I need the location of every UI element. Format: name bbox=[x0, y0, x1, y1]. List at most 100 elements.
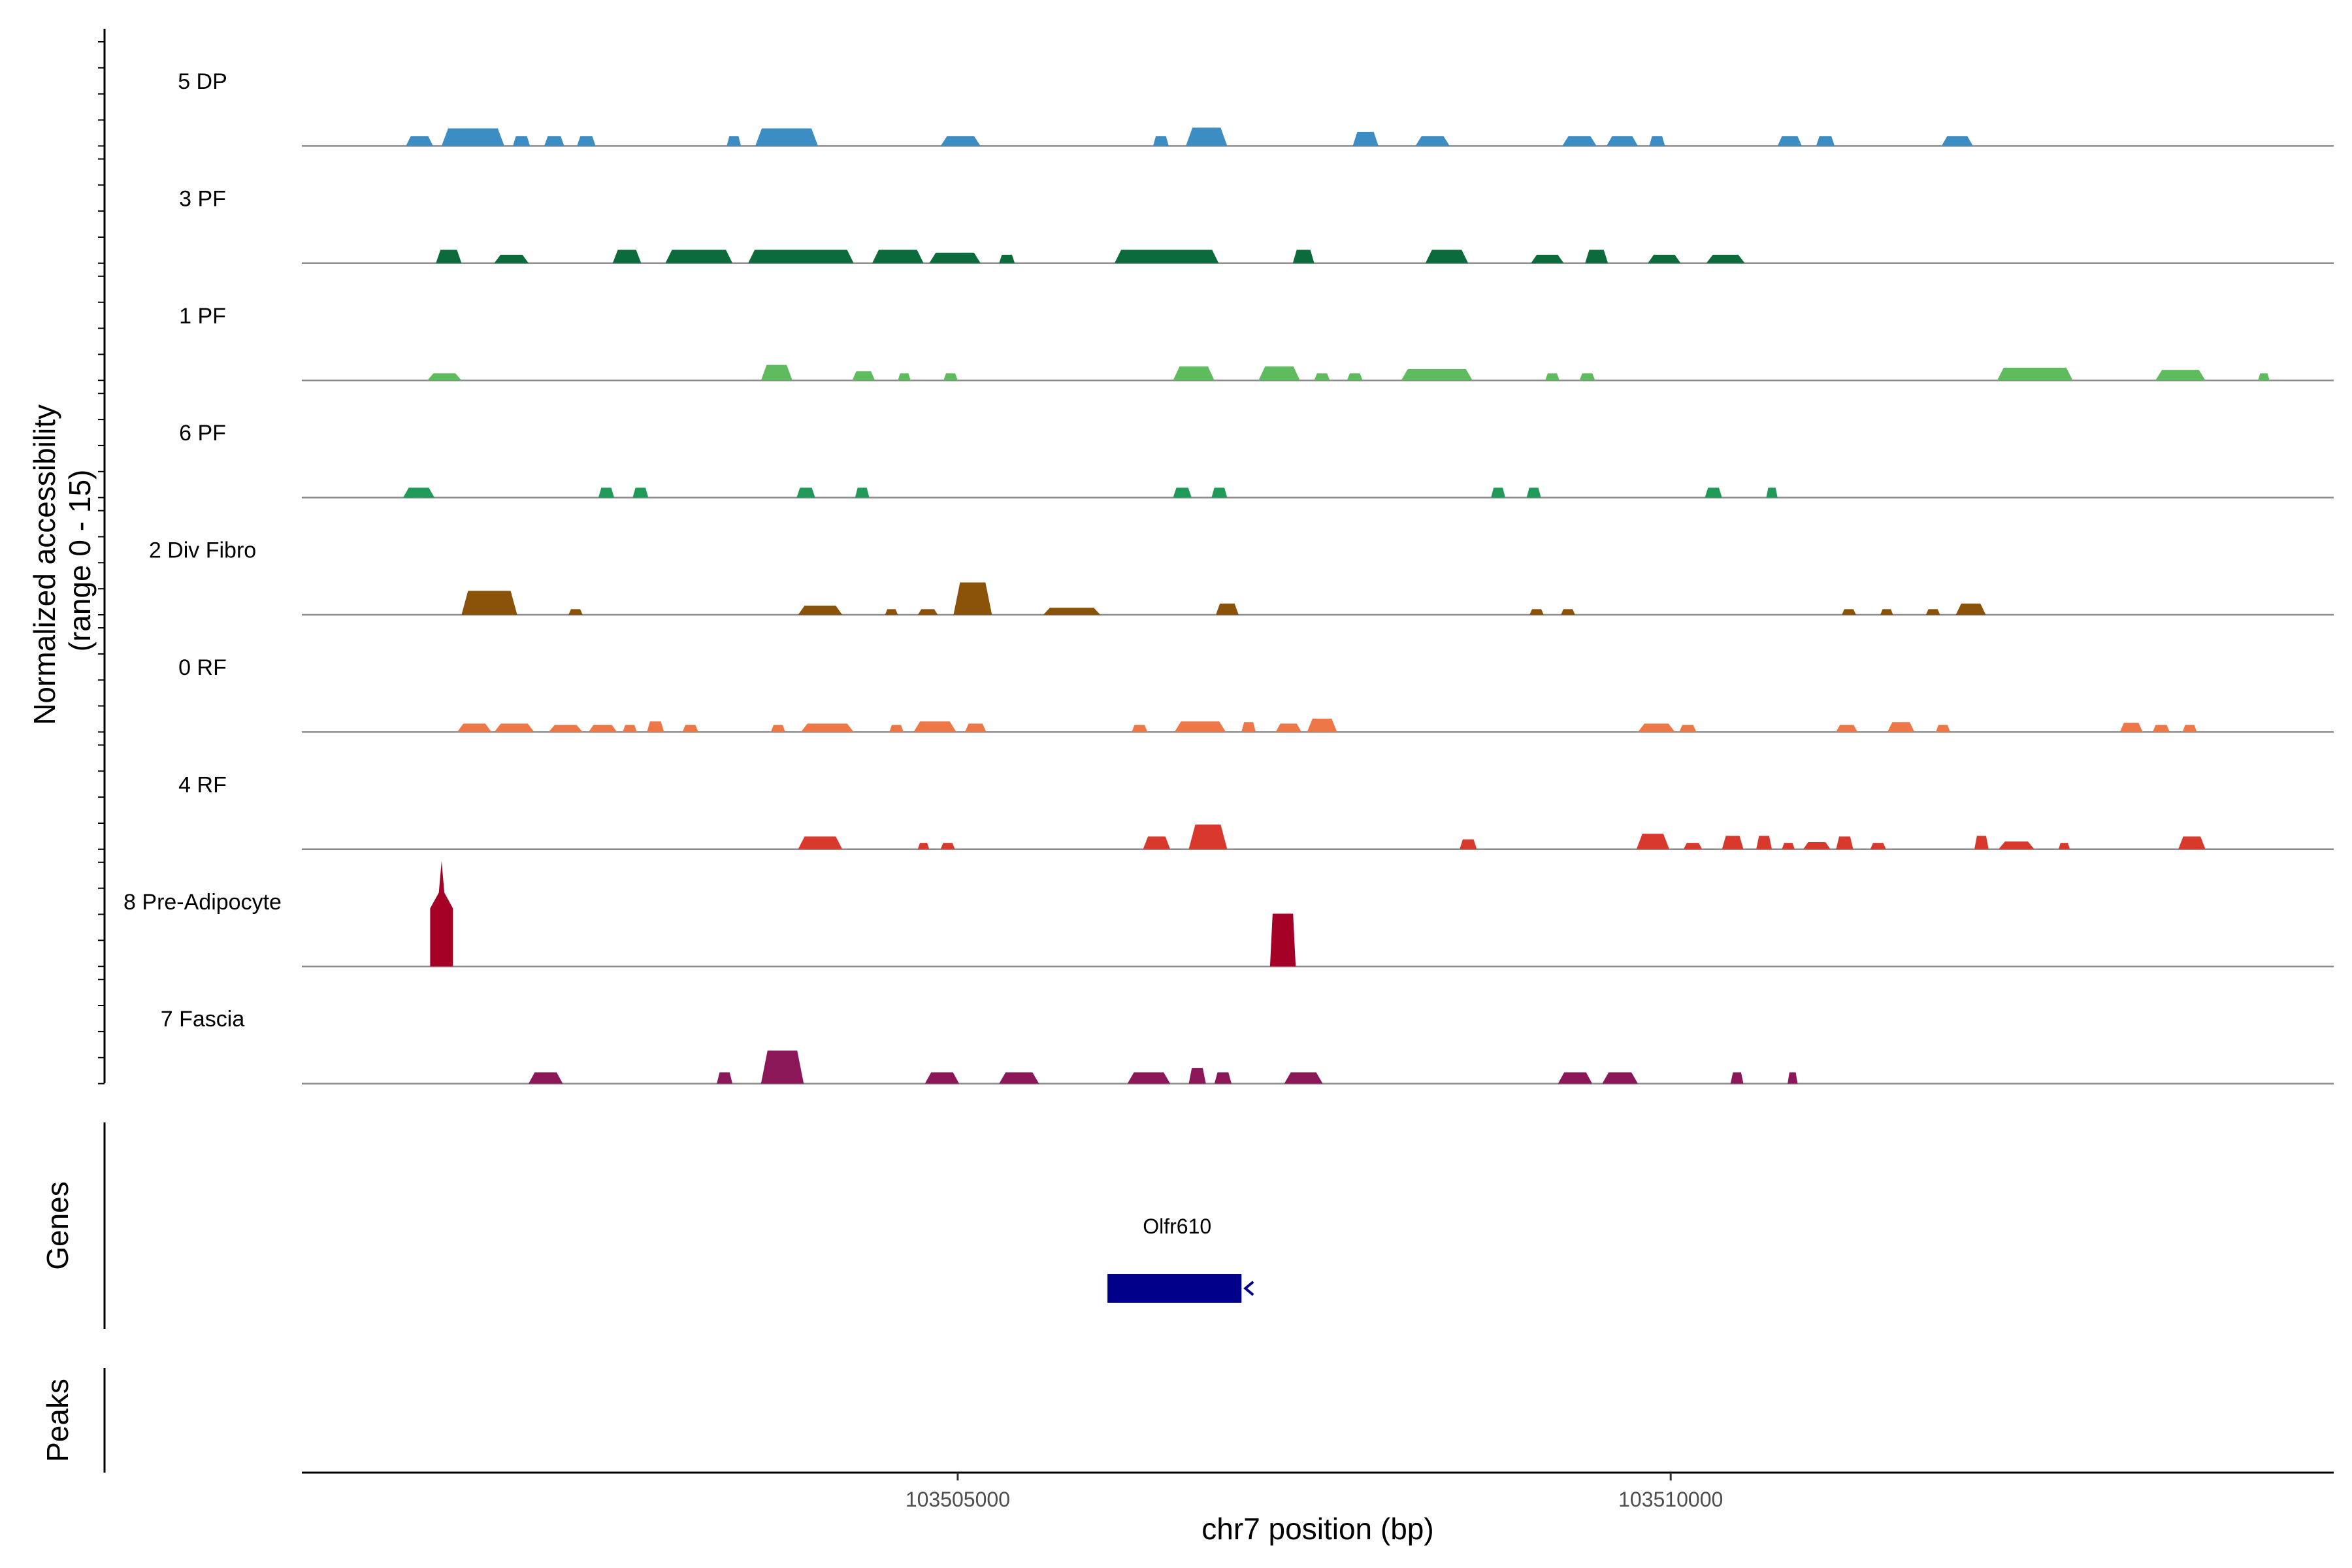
coverage-peak bbox=[999, 254, 1015, 263]
coverage-peak bbox=[1974, 836, 1989, 849]
track-label: 0 RF bbox=[178, 655, 227, 680]
coverage-peak bbox=[1602, 1072, 1638, 1084]
coverage-peak bbox=[924, 1072, 960, 1084]
coverage-peak bbox=[872, 250, 924, 263]
coverage-peak bbox=[2182, 725, 2197, 732]
coverage-peak bbox=[1705, 487, 1722, 498]
coverage-peak bbox=[940, 136, 981, 146]
coverage-peak bbox=[461, 591, 517, 615]
coverage-peak bbox=[917, 609, 938, 615]
coverage-peak bbox=[1043, 608, 1101, 615]
coverage-peak bbox=[665, 250, 733, 263]
coverage-y-ticks bbox=[98, 41, 105, 1085]
coverage-peak bbox=[1216, 603, 1239, 615]
coverage-peak bbox=[1558, 1072, 1593, 1084]
coverage-peak bbox=[755, 128, 818, 146]
coverage-peak bbox=[1241, 722, 1256, 732]
coverage-peak bbox=[682, 725, 698, 732]
coverage-peak bbox=[771, 725, 785, 732]
coverage-peak bbox=[1352, 131, 1379, 146]
coverage-peak bbox=[1941, 136, 1973, 146]
coverage-peak bbox=[1730, 1072, 1744, 1084]
coverage-peak bbox=[1173, 366, 1215, 381]
strand-arrow-icon bbox=[1243, 1281, 1254, 1296]
coverage-peak bbox=[612, 250, 642, 263]
coverage-peak bbox=[1706, 254, 1745, 263]
coverage-peak bbox=[1143, 836, 1171, 849]
coverage-peak bbox=[1188, 825, 1228, 849]
y-axis-title: Normalized accessibility (range 0 - 15) bbox=[27, 396, 97, 725]
coverage-peak bbox=[1638, 723, 1675, 732]
coverage-peak bbox=[1679, 725, 1697, 732]
coverage-peak bbox=[852, 371, 875, 381]
coverage-peak bbox=[1401, 369, 1473, 381]
x-tick-label: 103510000 bbox=[1618, 1488, 1723, 1511]
coverage-peak bbox=[436, 250, 462, 263]
coverage-peak bbox=[1284, 1072, 1323, 1084]
coverage-peak bbox=[457, 723, 492, 732]
coverage-peak bbox=[1561, 609, 1575, 615]
coverage-peak bbox=[2258, 373, 2270, 381]
coverage-peak bbox=[2058, 843, 2070, 849]
coverage-peak bbox=[1115, 250, 1219, 263]
coverage-peak bbox=[1173, 487, 1192, 498]
track-3-pf: 3 PF bbox=[179, 186, 2334, 265]
coverage-peak bbox=[1347, 373, 1363, 381]
coverage-peak bbox=[964, 723, 987, 732]
coverage-peak bbox=[2152, 725, 2170, 732]
coverage-peak bbox=[1777, 136, 1802, 146]
coverage-peak bbox=[529, 1072, 563, 1084]
coverage-peak bbox=[632, 487, 649, 498]
coverage-peak bbox=[1491, 487, 1505, 498]
coverage-peak bbox=[513, 136, 531, 146]
track-7-fascia: 7 Fascia bbox=[161, 1007, 2334, 1085]
genes-track: Olfr610 bbox=[1107, 1215, 1254, 1303]
genes-panel-label: Genes bbox=[41, 1181, 74, 1270]
track-8-pre-adipocyte: 8 Pre-Adipocyte bbox=[123, 860, 2334, 968]
coverage-peak bbox=[1275, 723, 1301, 732]
coverage-peak bbox=[760, 365, 792, 381]
coverage-peak bbox=[1562, 136, 1597, 146]
coverage-peak bbox=[1887, 722, 1915, 732]
coverage-peak bbox=[913, 721, 956, 732]
track-label: 3 PF bbox=[179, 186, 226, 211]
coverage-peak bbox=[1649, 136, 1665, 146]
x-axis-ticks: 103505000 103510000 bbox=[906, 1473, 1723, 1511]
coverage-peak bbox=[623, 725, 637, 732]
coverage-peak bbox=[798, 836, 843, 849]
coverage-peak bbox=[2119, 723, 2143, 732]
track-label: 8 Pre-Adipocyte bbox=[123, 890, 282, 915]
coverage-peak bbox=[568, 609, 583, 615]
coverage-peak bbox=[796, 487, 815, 498]
coverage-peak bbox=[598, 487, 614, 498]
coverage-peak bbox=[1636, 834, 1669, 849]
coverage-peak bbox=[1788, 1072, 1798, 1084]
track-label: 7 Fascia bbox=[161, 1007, 245, 1032]
coverage-peak bbox=[1880, 609, 1893, 615]
coverage-peak bbox=[1188, 1068, 1206, 1084]
coverage-peak bbox=[1186, 127, 1228, 146]
coverage-peak bbox=[1836, 725, 1858, 732]
track-0-rf: 0 RF bbox=[178, 655, 2334, 733]
coverage-peak bbox=[1936, 725, 1950, 732]
coverage-peak bbox=[1425, 250, 1469, 263]
coverage-peak bbox=[898, 373, 911, 381]
coverage-peak bbox=[1314, 373, 1330, 381]
coverage-peak bbox=[1585, 250, 1609, 263]
track-label: 2 Div Fibro bbox=[149, 538, 256, 563]
coverage-peak bbox=[544, 136, 564, 146]
coverage-peak bbox=[1606, 136, 1638, 146]
coverage-peak bbox=[1955, 603, 1986, 615]
coverage-peak bbox=[1292, 250, 1315, 263]
coverage-peak bbox=[427, 373, 462, 381]
coverage-peak bbox=[1579, 373, 1595, 381]
coverage-peak bbox=[943, 373, 958, 381]
coverage-peak bbox=[1999, 841, 2034, 849]
coverage-peak bbox=[1258, 366, 1300, 381]
coverage-peak bbox=[494, 254, 529, 263]
coverage-peak bbox=[727, 136, 742, 146]
coverage-peak bbox=[760, 1051, 804, 1084]
coverage-peak bbox=[1756, 836, 1772, 849]
coverage-peak bbox=[588, 725, 617, 732]
coverage-peak bbox=[1529, 609, 1544, 615]
